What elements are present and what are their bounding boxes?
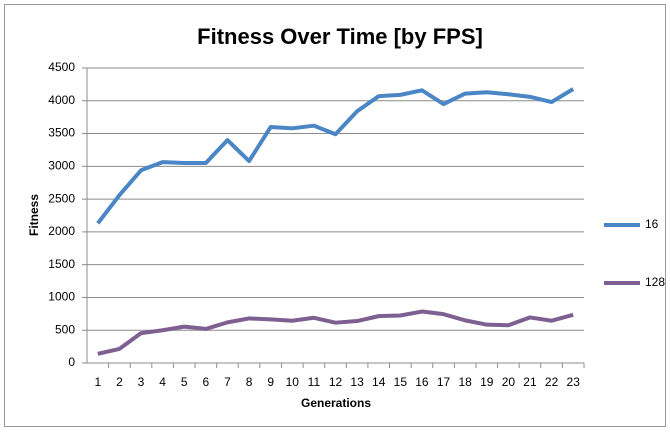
y-tick-label: 2000 (48, 224, 75, 238)
x-tick-label: 13 (350, 375, 364, 389)
y-tick-label: 1000 (48, 290, 75, 304)
chart-title: Fitness Over Time [by FPS] (197, 24, 483, 49)
x-tick-label: 9 (267, 375, 274, 389)
x-tick-label: 22 (545, 375, 559, 389)
x-tick-label: 10 (286, 375, 300, 389)
x-tick-label: 5 (181, 375, 188, 389)
x-tick-label: 15 (394, 375, 408, 389)
y-axis-label: Fitness (27, 194, 41, 236)
x-tick-label: 17 (437, 375, 451, 389)
x-tick-label: 11 (308, 375, 321, 389)
x-tick-label: 8 (246, 375, 253, 389)
x-tick-label: 23 (567, 375, 581, 389)
x-tick-label: 2 (116, 375, 123, 389)
x-axis-label: Generations (301, 396, 371, 410)
x-tick-label: 21 (523, 375, 537, 389)
y-tick-label: 0 (68, 355, 75, 369)
x-tick-label: 19 (480, 375, 494, 389)
x-tick-label: 14 (372, 375, 386, 389)
y-tick-label: 4000 (48, 93, 75, 107)
series-line (96, 87, 575, 225)
x-tick-label: 18 (458, 375, 472, 389)
legend-label: 16 (645, 217, 659, 231)
y-tick-label: 3500 (48, 126, 75, 140)
x-tick-label: 20 (502, 375, 516, 389)
x-tick-label: 16 (415, 375, 429, 389)
x-tick-label: 12 (329, 375, 343, 389)
y-tick-label: 2500 (48, 191, 75, 205)
y-tick-label: 3000 (48, 159, 75, 173)
y-tick-label: 4500 (48, 60, 75, 74)
x-tick-label: 4 (159, 375, 166, 389)
chart-border (4, 4, 666, 427)
x-tick-label: 1 (94, 375, 101, 389)
x-tick-label: 7 (224, 375, 231, 389)
y-tick-label: 1500 (48, 257, 75, 271)
legend-label: 128 (645, 275, 665, 289)
series-line (97, 309, 574, 356)
x-tick-label: 6 (203, 375, 210, 389)
y-tick-label: 500 (55, 322, 75, 336)
x-tick-label: 3 (138, 375, 145, 389)
